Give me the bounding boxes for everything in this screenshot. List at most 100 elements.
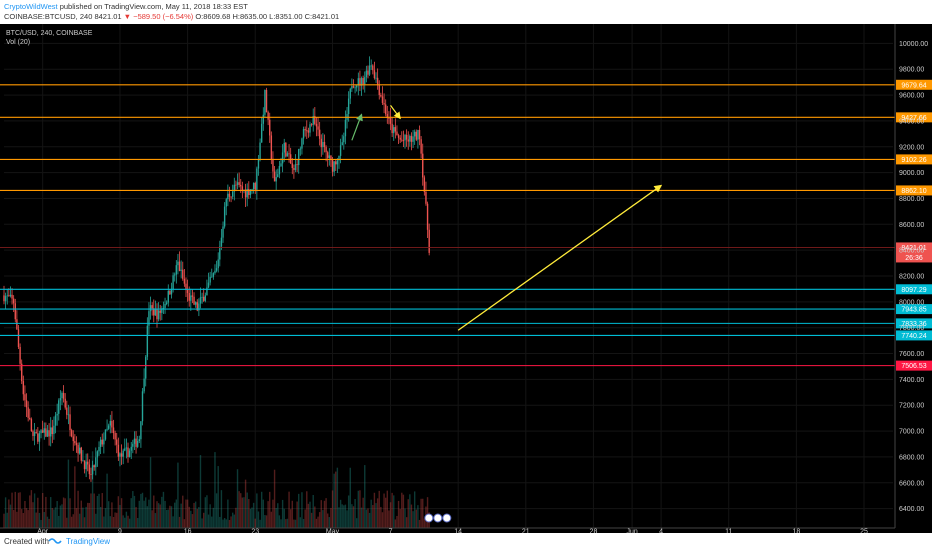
candle-body [359,78,361,86]
volume-bar [241,497,244,528]
volume-bar [407,499,409,528]
candle-body [138,439,140,442]
volume-bar [201,518,203,528]
volume-bar [103,516,105,528]
volume-bar [372,505,374,528]
candle-body [219,246,221,260]
author-link[interactable]: CryptoWildWest [4,2,58,11]
candle-body [425,191,427,204]
volume-bar [101,493,103,528]
candle-body [288,153,290,155]
volume-bar [206,495,208,528]
last-price-label: 8421.01 [901,245,926,252]
volume-bar [138,500,140,528]
volume-bar [48,518,50,528]
trend-arrows[interactable] [351,105,663,331]
candle-body [80,447,83,461]
candle-body [45,428,47,437]
candle-body [194,302,197,305]
volume-bar [230,516,232,528]
candle-body [119,453,121,457]
candle-body [312,116,314,125]
volume-bar [373,492,376,528]
volume-bar [196,508,198,528]
volume-bar [67,459,70,528]
candle-body [91,465,94,475]
candle-body [165,302,168,304]
candle-body [104,429,107,440]
volume-bar [35,512,37,528]
candle-body [128,450,131,458]
candle-body [357,78,360,86]
volume-bar [389,502,392,528]
candle-body [6,295,8,297]
price-axis[interactable]: 6400.00 6600.00 6800.00 7000.00 7200.00 7400.… [894,24,928,528]
price-chart[interactable]: 9679.64 9427.66 9102.26 8862.10 8097.29 7943.… [0,24,932,533]
candle-body [114,433,116,440]
candle-body [88,464,91,475]
volume-bar [83,517,86,528]
level-badge-label: 9427.66 [901,115,926,122]
candle-body [341,142,343,146]
volume-bar [349,467,351,528]
candle-body [244,189,247,198]
tradingview-logo-icon [48,538,62,544]
time-tick-label: 23 [251,529,259,534]
volume-bar [119,504,121,528]
volume-bar [169,505,171,528]
candle-body [251,188,253,190]
volume-bar [125,511,128,528]
candle-body [413,131,416,137]
candle-body [394,127,397,132]
candle-body [191,295,194,297]
volume-bar [309,501,311,528]
down-triangle-icon: ▼ [123,12,132,21]
volume-bar [178,516,181,528]
price-tick-label: 7400.00 [899,377,924,384]
candle-body [286,153,289,157]
volume-bar [183,519,186,528]
candle-body [116,439,118,445]
candle-body [103,439,105,445]
trend-arrow[interactable] [457,184,663,331]
candle-body [235,184,237,186]
volume-bar [325,498,327,528]
tradingview-link[interactable]: TradingView [66,537,111,546]
volume-bar [399,508,401,528]
volume-bar [161,496,163,528]
volume-bar [269,491,271,528]
candle-body [265,89,268,113]
candle-body [280,163,282,166]
volume-bar [75,508,78,528]
volume-bar [90,493,92,528]
volume-bar [3,513,5,528]
volume-bar [104,508,107,528]
horizontal-levels[interactable]: 9679.64 9427.66 9102.26 8862.10 8097.29 7943.… [0,79,932,371]
publish-line: CryptoWildWest published on TradingView.… [4,2,248,11]
candle-body [117,444,120,457]
volume-bar [4,497,7,528]
volume-bar [70,516,73,528]
candle-body [175,265,178,275]
volume-bar [307,503,310,528]
time-axis[interactable]: Apr 9 16 23 May 7 14 21 28 Jun 4 11 18 25 [0,527,895,534]
symbol-text: COINBASE:BTCUSD, 240 [4,12,93,21]
candle-body [59,398,62,401]
candle-body [389,118,392,124]
candle-body [231,191,234,197]
volume-bar [341,504,343,528]
price-tick-label: 7800.00 [899,325,924,332]
annotation-arrow[interactable] [351,113,363,141]
volume-bar [391,492,393,528]
volume-bar [227,499,229,528]
candle-body [273,171,276,182]
candle-body [401,139,403,141]
volume-bar [114,512,116,528]
volume-bar [116,512,118,528]
candle-body [164,303,166,308]
candle-body [145,356,147,379]
candle-body [420,139,422,154]
annotation-arrow[interactable] [390,105,401,120]
volume-bar [364,465,366,528]
volume-bar [415,509,417,528]
